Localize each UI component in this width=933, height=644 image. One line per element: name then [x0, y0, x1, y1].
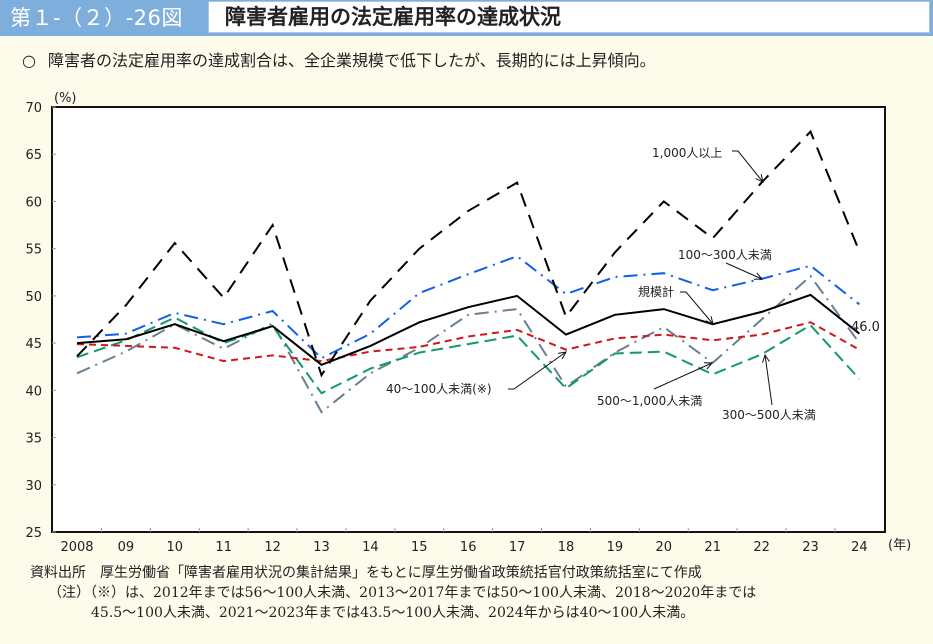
- bullet-circle-icon: ○: [22, 51, 36, 70]
- y-tick-label: 40: [25, 384, 42, 399]
- source-note: 資料出所 厚生労働省「障害者雇用状況の集計結果」をもとに厚生労働省政策統括官付政…: [30, 565, 702, 581]
- y-tick-label: 30: [25, 479, 42, 494]
- y-tick-label: 45: [25, 337, 42, 352]
- x-tick-label: 14: [362, 540, 379, 555]
- x-tick-label: 09: [118, 540, 135, 555]
- x-tick-label: 18: [558, 540, 575, 555]
- y-tick-label: 60: [25, 195, 42, 210]
- lead-text: ○ 障害者の法定雇用率の達成割合は、全企業規模で低下したが、長期的には上昇傾向。: [22, 50, 656, 72]
- x-tick-label: 13: [313, 540, 330, 555]
- y-tick-label: 35: [25, 432, 42, 447]
- leader-100-300: [725, 262, 763, 280]
- annotation-layer: 1,000人以上 100～300人未満 規模計 40～100人未満(※) 500…: [386, 146, 880, 422]
- y-tick-label: 25: [25, 526, 42, 541]
- label-last-value: 46.0: [851, 320, 880, 335]
- figure-number: 第１-（２）-26図: [10, 6, 183, 30]
- notes: 資料出所 厚生労働省「障害者雇用状況の集計結果」をもとに厚生労働省政策統括官付政…: [30, 563, 756, 623]
- label-300-500: 300～500人未満: [722, 408, 816, 422]
- arrowhead-icon: [703, 362, 714, 370]
- y-axis-unit: (%): [54, 91, 77, 106]
- x-tick-label: 22: [753, 540, 770, 555]
- arrowhead-icon: [558, 351, 567, 360]
- x-tick-label: 19: [607, 540, 624, 555]
- y-tick-label: 55: [25, 243, 42, 258]
- x-tick-label: 15: [411, 540, 428, 555]
- x-tick-label: 20: [656, 540, 673, 555]
- label-500-1000: 500～1,000人未満: [597, 394, 702, 408]
- leader-40-100: [508, 351, 567, 390]
- label-100-300: 100～300人未満: [678, 248, 772, 262]
- x-tick-label: 24: [851, 540, 868, 555]
- x-tick-label: 16: [460, 540, 477, 555]
- arrowhead-icon: [705, 316, 714, 325]
- x-tick-label: 23: [802, 540, 819, 555]
- chart-title: 障害者雇用の法定雇用率の達成状況: [225, 5, 561, 29]
- leader-1000-plus: [732, 150, 764, 183]
- label-1000-plus: 1,000人以上: [652, 146, 722, 160]
- x-tick-label: 11: [215, 540, 232, 555]
- arrowhead-icon: [755, 174, 764, 183]
- y-axis: 25 30 35 40 45 50 55 60 65 70: [25, 101, 56, 541]
- y-tick-label: 50: [25, 290, 42, 305]
- arrowhead-icon: [762, 353, 770, 363]
- leader-300-500: [764, 354, 773, 406]
- series-layer: [76, 129, 861, 414]
- footnote-line-1: （注）（※）は、2012年までは56～100人未満、2013～2017年までは5…: [48, 585, 757, 601]
- leader-500-1000: [653, 362, 713, 390]
- arrowhead-icon: [753, 272, 764, 280]
- x-tick-label: 17: [509, 540, 526, 555]
- x-axis-unit: (年): [888, 538, 911, 553]
- y-tick-label: 70: [25, 101, 42, 116]
- x-tick-label: 12: [264, 540, 281, 555]
- plot-area: [51, 106, 886, 533]
- label-40-100: 40～100人未満(※): [386, 382, 492, 396]
- leader-total: [680, 291, 714, 325]
- x-tick-label: 10: [167, 540, 184, 555]
- x-axis: 2008 09 10 11 12 13 14 15 16 17 18 19 20 21 22 23 24: [60, 528, 868, 555]
- x-tick-label: 21: [704, 540, 721, 555]
- y-tick-label: 65: [25, 148, 42, 163]
- footnote-line-2: 45.5～100人未満、2021～2023年までは43.5～100人未満、202…: [91, 605, 695, 621]
- label-total: 規模計: [638, 284, 674, 299]
- lead-sentence: 障害者の法定雇用率の達成割合は、全企業規模で低下したが、長期的には上昇傾向。: [48, 51, 656, 70]
- title-box: 障害者雇用の法定雇用率の達成状況: [208, 1, 930, 33]
- line-chart: 25 30 35 40 45 50 55 60 65 70 2008 09 10 11 12 13 14 15 1…: [25, 91, 911, 555]
- x-tick-label: 2008: [60, 540, 93, 555]
- series-line-3: [76, 321, 860, 363]
